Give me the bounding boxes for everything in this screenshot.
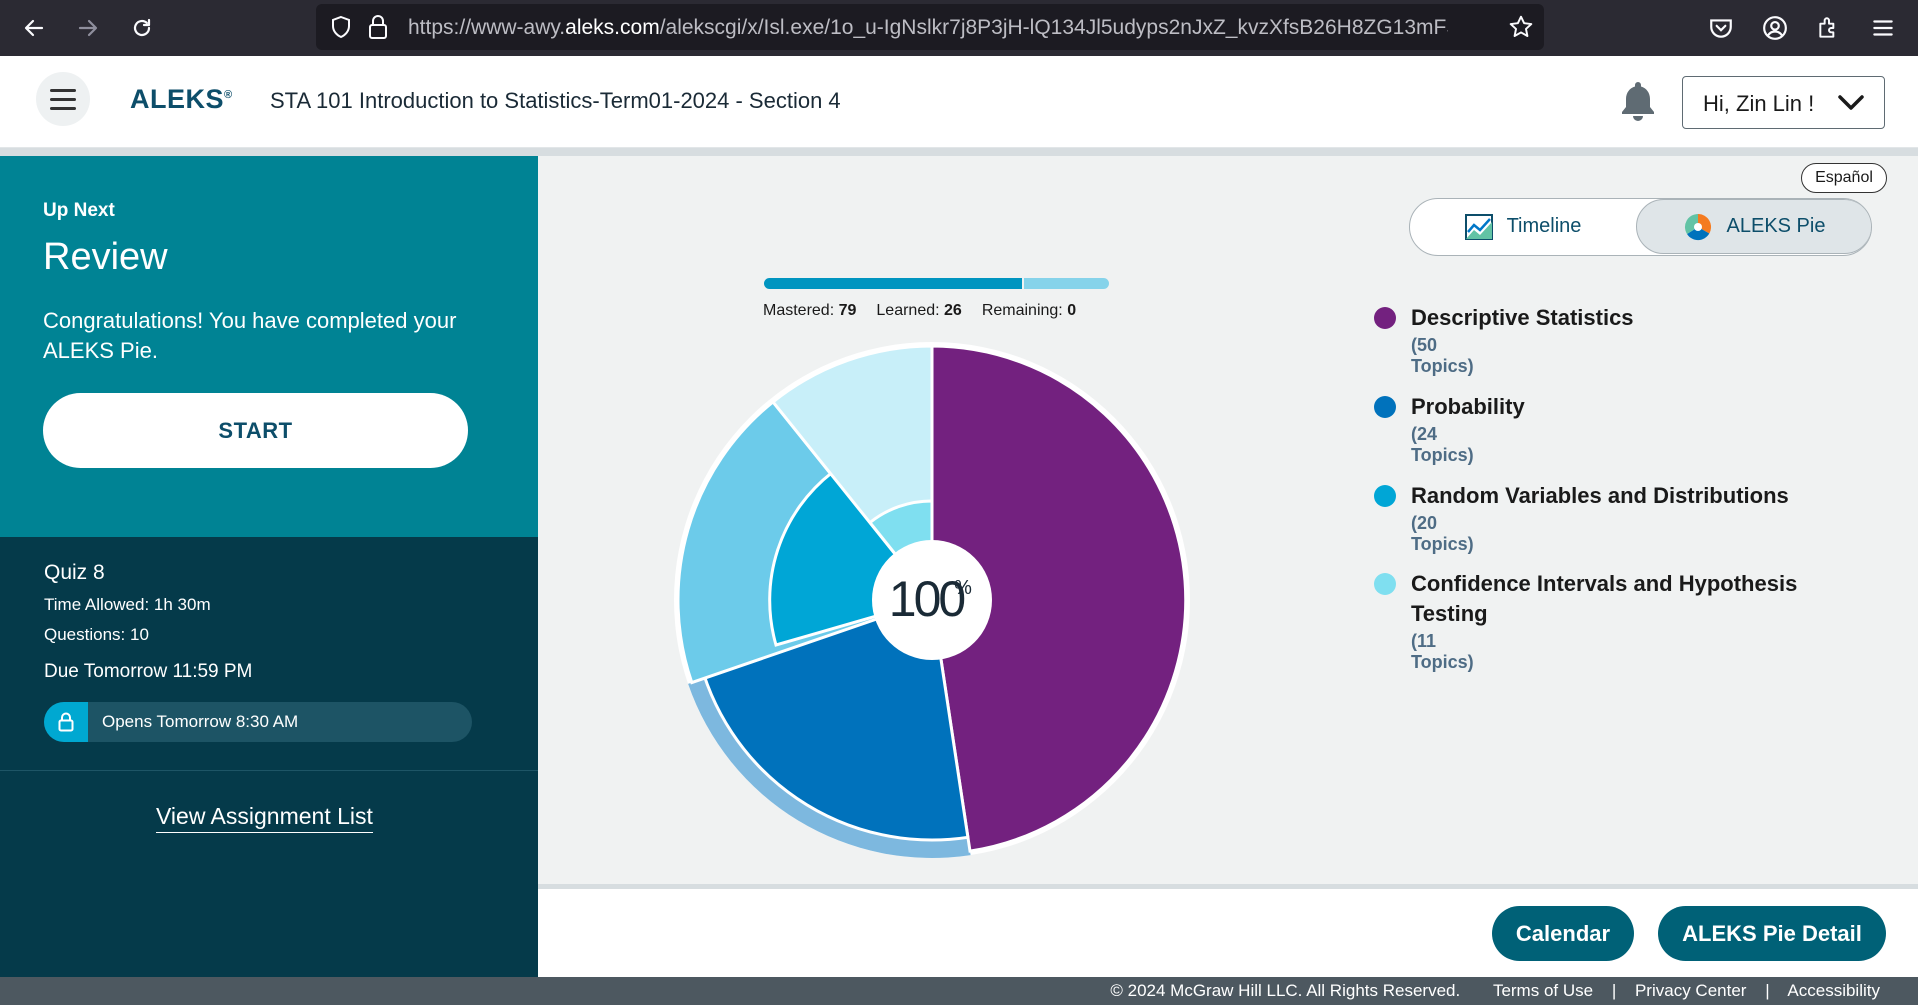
learned-progress-bar <box>1024 278 1109 289</box>
quiz-opens-text: Opens Tomorrow 8:30 AM <box>102 712 299 731</box>
legend-count: (11 Topics) <box>1411 631 1474 672</box>
progress-labels: Mastered: 79 Learned: 26 Remaining: 0 <box>763 302 1076 320</box>
browser-toolbar: https://www-awy.aleks.com/alekscgi/x/Isl… <box>0 0 1918 56</box>
bookmark-star-icon[interactable] <box>1508 14 1534 45</box>
tab-aleks-pie-label: ALEKS Pie <box>1726 215 1826 237</box>
aleks-logo[interactable]: ALEKS® <box>130 84 233 114</box>
legend-dot <box>1374 573 1396 595</box>
reload-icon[interactable] <box>124 10 160 46</box>
legend-count: (24 Topics) <box>1411 424 1474 465</box>
pie-chart-icon <box>1684 213 1711 240</box>
header-divider <box>0 148 1918 156</box>
remaining-value: 0 <box>1067 302 1077 319</box>
tab-timeline-label: Timeline <box>1506 215 1582 237</box>
up-next-label: Up Next <box>43 200 115 221</box>
learned-label: Learned: <box>876 302 940 319</box>
quiz-questions: Questions: 10 <box>44 625 149 644</box>
shield-icon[interactable] <box>330 15 352 44</box>
timeline-chart-icon <box>1464 213 1493 240</box>
legend-dot <box>1374 307 1396 329</box>
quiz-panel: Quiz 8 Time Allowed: 1h 30m Questions: 1… <box>0 537 538 977</box>
quiz-due: Due Tomorrow 11:59 PM <box>44 661 253 682</box>
user-greeting: Hi, Zin Lin ! <box>1703 91 1815 116</box>
legend-count: (50 Topics) <box>1411 335 1474 376</box>
panel-divider <box>0 770 538 771</box>
quiz-title: Quiz 8 <box>44 561 105 584</box>
legend-name: Random Variables and Distributions <box>1411 483 1789 508</box>
quiz-time-allowed: Time Allowed: 1h 30m <box>44 595 211 614</box>
hamburger-menu-icon[interactable] <box>36 72 90 126</box>
forward-arrow-icon[interactable] <box>70 10 106 46</box>
chevron-down-icon <box>1838 95 1864 116</box>
view-assignment-list-link[interactable]: View Assignment List <box>156 803 373 833</box>
remaining-label: Remaining: <box>981 302 1063 319</box>
start-button[interactable]: START <box>43 393 468 468</box>
tab-aleks-pie[interactable]: ALEKS Pie <box>1636 199 1871 254</box>
menu-icon[interactable] <box>1870 15 1896 46</box>
address-bar[interactable]: https://www-awy.aleks.com/alekscgi/x/Isl… <box>316 4 1544 50</box>
pie-slice-probability[interactable] <box>696 598 970 842</box>
footer-privacy-link[interactable]: Privacy Center <box>1634 981 1747 1000</box>
quiz-opens-badge: Opens Tomorrow 8:30 AM <box>44 702 472 742</box>
back-arrow-icon[interactable] <box>16 10 52 46</box>
legend-count: (20 Topics) <box>1411 513 1474 554</box>
legend-name: Confidence Intervals and Hypothesis Test… <box>1411 571 1798 626</box>
lock-icon <box>44 702 88 742</box>
footer-copyright: © 2024 McGraw Hill LLC. All Rights Reser… <box>1110 981 1461 1000</box>
aleks-pie-detail-button[interactable]: ALEKS Pie Detail <box>1658 906 1886 961</box>
pie-percent-sign: % <box>954 577 972 599</box>
aleks-pie-chart[interactable]: 100 % <box>672 340 1192 860</box>
pie-center <box>872 540 992 660</box>
mastered-value: 79 <box>838 302 857 319</box>
course-title: STA 101 Introduction to Statistics-Term0… <box>270 88 841 113</box>
legend-dot <box>1374 485 1396 507</box>
lock-icon[interactable] <box>368 14 388 45</box>
pie-slice-descriptive-statistics[interactable] <box>930 344 1188 853</box>
app-header: ALEKS® STA 101 Introduction to Statistic… <box>0 56 1918 148</box>
notification-bell-icon[interactable] <box>1618 78 1658 127</box>
congrats-message: Congratulations! You have completed your… <box>43 308 457 363</box>
legend-name: Probability <box>1411 394 1525 419</box>
calendar-button[interactable]: Calendar <box>1492 906 1634 961</box>
espanol-toggle-button[interactable]: Español <box>1801 163 1887 193</box>
learned-value: 26 <box>944 302 962 319</box>
url-text[interactable]: https://www-awy.aleks.com/alekscgi/x/Isl… <box>408 16 1448 39</box>
footer-terms-link[interactable]: Terms of Use <box>1492 981 1594 1000</box>
pocket-icon[interactable] <box>1708 15 1734 46</box>
footer: © 2024 McGraw Hill LLC. All Rights Reser… <box>0 977 1918 1005</box>
tab-timeline[interactable]: Timeline <box>1410 199 1636 254</box>
legend-dot <box>1374 396 1396 418</box>
mastered-progress-bar <box>764 278 1022 289</box>
legend-name: Descriptive Statistics <box>1411 305 1634 330</box>
up-next-panel: Up Next Review Congratulations! You have… <box>0 156 538 537</box>
extensions-icon[interactable] <box>1816 15 1842 46</box>
mastered-label: Mastered: <box>763 302 835 319</box>
user-menu-button[interactable]: Hi, Zin Lin ! <box>1682 76 1885 129</box>
up-next-title: Review <box>43 236 168 278</box>
pie-percent-value: 100 <box>889 571 965 627</box>
account-icon[interactable] <box>1762 15 1788 46</box>
footer-accessibility-link[interactable]: Accessibility <box>1787 981 1880 1000</box>
view-toggle: Timeline ALEKS Pie <box>1409 198 1872 256</box>
